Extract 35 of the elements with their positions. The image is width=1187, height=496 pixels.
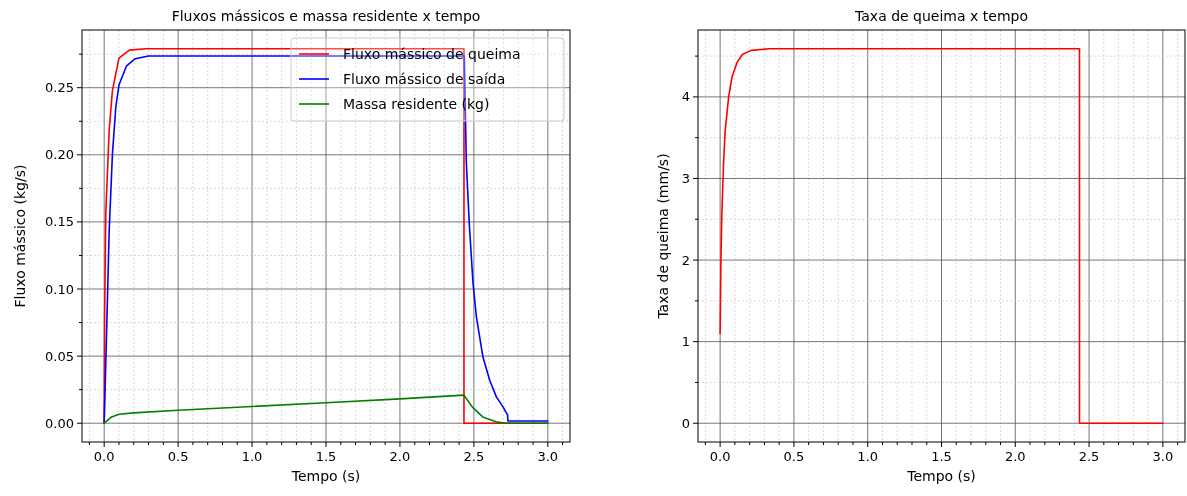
y-tick-label: 0.20 [45,147,74,163]
y-axis-title: Taxa de queima (mm/s) [655,153,671,320]
legend-label: Fluxo mássico de saída [343,70,506,87]
x-tick-label: 3.0 [1152,449,1174,464]
x-tick-label: 1.0 [857,449,879,464]
x-tick-label: 1.5 [931,449,952,464]
y-tick-label: 0 [681,415,690,431]
x-axis-title: Tempo (s) [290,468,361,484]
x-tick-label: 1.5 [315,449,337,464]
y-tick-label: 4 [681,89,690,105]
y-tick-label: 3 [681,171,690,187]
x-tick-label: 0.5 [167,449,189,464]
chart-title: Fluxos mássicos e massa residente x tempo [171,8,481,24]
x-tick-label: 0.0 [93,449,115,464]
x-tick-label: 0.5 [783,449,805,464]
line-series [719,47,1164,425]
y-tick-label: 2 [681,252,690,268]
x-tick-label: 1.0 [241,449,263,464]
line-series [103,394,549,425]
y-tick-label: 0.05 [45,348,74,364]
y-axis-title: Fluxo mássico (kg/s) [12,164,28,308]
y-tick-label: 0.25 [45,80,74,96]
x-tick-label: 2.5 [1078,449,1100,464]
x-tick-label: 2.5 [463,449,485,464]
x-tick-label: 0.0 [709,449,731,464]
x-tick-label: 2.0 [389,449,411,464]
y-tick-label: 0.00 [45,415,74,431]
y-tick-label: 0.15 [45,214,74,230]
x-axis-title: Tempo (s) [906,468,976,484]
legend-label: Fluxo mássico de queima [343,45,521,62]
x-tick-label: 2.0 [1004,449,1026,464]
x-tick-label: 3.0 [537,449,559,464]
chart-title: Taxa de queima x tempo [854,8,1028,24]
y-tick-label: 1 [681,334,690,350]
y-tick-label: 0.10 [45,281,74,297]
